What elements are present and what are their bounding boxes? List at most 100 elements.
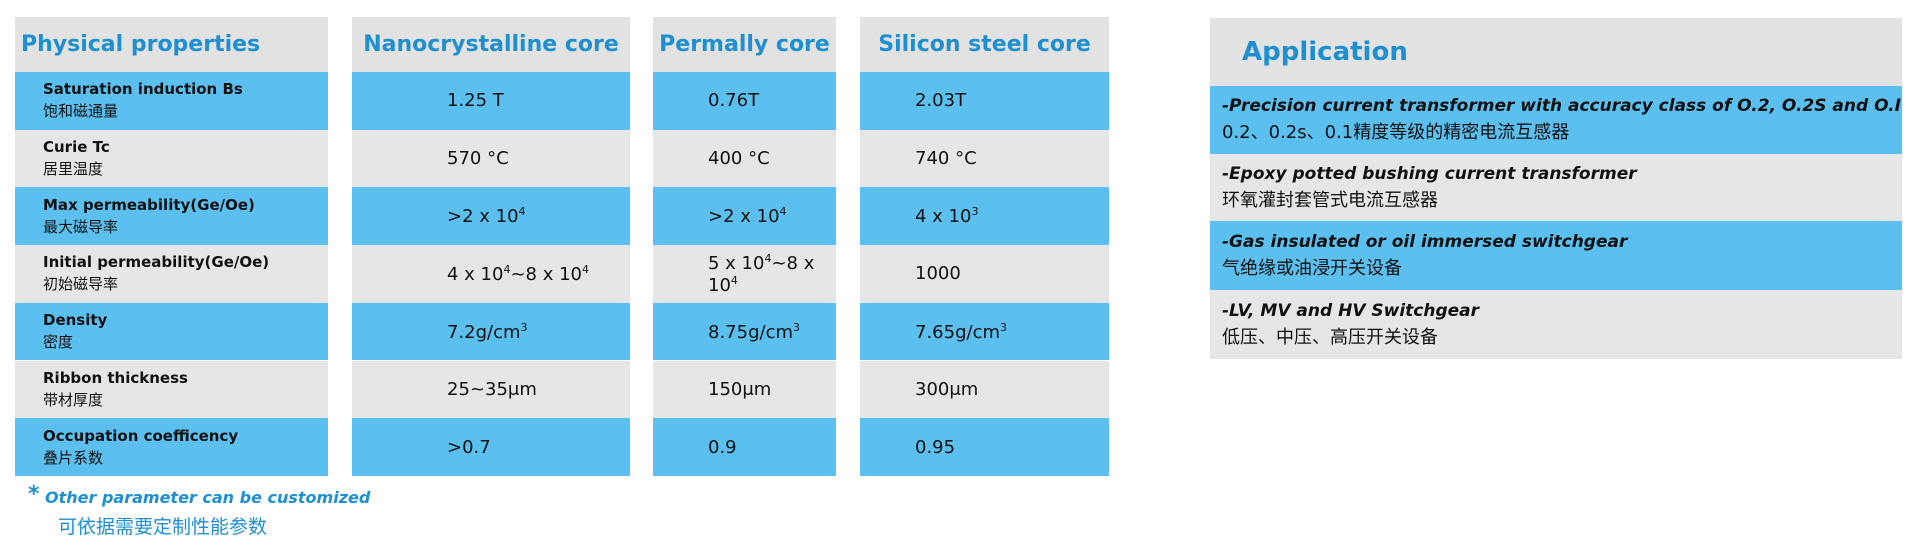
value-text: >0.7: [447, 437, 491, 458]
item-en: -Gas insulated or oil immersed switchgea…: [1222, 231, 1628, 252]
value-text: 0.76T: [708, 90, 759, 111]
superscript: 4: [779, 205, 787, 219]
value-cell: 150μm: [653, 360, 836, 419]
superscript: 4: [730, 273, 738, 287]
value-part: 0.76T: [708, 90, 760, 112]
value-part: 300μm: [915, 378, 979, 400]
superscript: 4: [503, 262, 511, 276]
value-part: 1000: [915, 263, 961, 285]
value-cell: 7.65g/cm3: [860, 302, 1109, 361]
value-cell: 570 °C: [352, 129, 630, 188]
value-part: 4 x 10: [447, 263, 504, 285]
value-text: 4 x 104~8 x 104: [447, 263, 589, 285]
value-part: 7.65g/cm: [915, 321, 1000, 343]
row-label: Density 密度: [15, 302, 328, 361]
value-text: 8.75g/cm3: [708, 321, 800, 343]
value-text: 300μm: [915, 379, 978, 400]
row-label: Saturation induction Bs 饱和磁通量: [15, 72, 328, 130]
label-en: Curie Tc: [43, 138, 110, 157]
value-cell: 8.75g/cm3: [653, 302, 836, 361]
superscript: 4: [764, 251, 772, 265]
value-text: 7.65g/cm3: [915, 321, 1007, 343]
value-part: >0.7: [447, 436, 491, 458]
value-text: 1.25 T: [447, 90, 504, 111]
footnote-mark: *: [28, 482, 40, 507]
value-cell: >2 x 104: [653, 187, 836, 246]
label-en: Density: [43, 311, 108, 330]
value-text: 150μm: [708, 379, 771, 400]
item-en: -Epoxy potted bushing current transforme…: [1222, 163, 1637, 184]
column-header: Silicon steel core: [860, 17, 1109, 72]
label-zh: 饱和磁通量: [43, 102, 119, 121]
value-part: ~8 x 10: [708, 252, 815, 296]
value-text: 570 °C: [447, 148, 509, 169]
value-cell: 7.2g/cm3: [352, 302, 630, 361]
value-text: 1000: [915, 263, 961, 284]
superscript: 3: [971, 205, 979, 219]
value-text: 400 °C: [708, 148, 770, 169]
column-header: Physical properties: [15, 17, 328, 72]
superscript: 3: [793, 320, 800, 334]
label-en: Initial permeability(Ge/Oe): [43, 253, 270, 272]
item-en: -Precision current transformer with accu…: [1222, 96, 1901, 116]
value-part: 150μm: [708, 378, 772, 400]
label-en: Max permeability(Ge/Oe): [43, 195, 255, 214]
value-text: >2 x 104: [447, 205, 526, 227]
value-text: 4 x 103: [915, 205, 978, 227]
application-title: Application: [1210, 18, 1902, 86]
value-cell: 300μm: [860, 360, 1109, 419]
value-cell: 4 x 103: [860, 187, 1109, 246]
label-zh: 叠片系数: [43, 448, 104, 467]
value-part: 4 x 10: [915, 206, 972, 228]
value-part: 25~35μm: [447, 378, 537, 400]
value-cell: >2 x 104: [352, 187, 630, 246]
value-part: 8.75g/cm: [708, 321, 793, 343]
value-cell: 5 x 104~8 x 104: [653, 245, 836, 303]
value-part: 7.2g/cm: [447, 321, 521, 343]
application-item: -Gas insulated or oil immersed switchgea…: [1210, 221, 1902, 290]
value-cell: 0.76T: [653, 72, 836, 130]
superscript: 4: [582, 262, 589, 276]
value-part: >2 x 10: [447, 206, 519, 228]
value-text: 5 x 104~8 x 104: [708, 252, 836, 296]
value-text: 0.9: [708, 437, 737, 458]
superscript: 3: [1000, 320, 1007, 334]
value-part: 570 °C: [447, 148, 509, 170]
value-text: 7.2g/cm3: [447, 321, 528, 343]
value-text: >2 x 104: [708, 205, 787, 227]
value-cell: 25~35μm: [352, 360, 630, 419]
label-en: Ribbon thickness: [43, 368, 188, 387]
label-en: Saturation induction Bs: [43, 80, 243, 99]
value-cell: 1000: [860, 245, 1109, 303]
row-label: Max permeability(Ge/Oe) 最大磁导率: [15, 187, 328, 246]
value-part: 0.95: [915, 436, 956, 458]
item-zh: 0.2、0.2s、0.1精度等级的精密电流互感器: [1222, 122, 1570, 143]
value-cell: 0.95: [860, 418, 1109, 476]
row-label: Curie Tc 居里温度: [15, 129, 328, 188]
column-header: Permally core: [653, 17, 836, 72]
value-part: >2 x 10: [708, 206, 780, 228]
value-part: 2.03T: [915, 90, 967, 112]
superscript: 4: [518, 205, 526, 219]
value-cell: 2.03T: [860, 72, 1109, 130]
value-text: 740 °C: [915, 148, 977, 169]
value-cell: 740 °C: [860, 129, 1109, 188]
label-zh: 初始磁导率: [43, 275, 119, 294]
value-part: 400 °C: [708, 148, 770, 170]
label-zh: 最大磁导率: [43, 217, 119, 236]
application-item: -Epoxy potted bushing current transforme…: [1210, 154, 1902, 221]
item-en: -LV, MV and HV Switchgear: [1222, 300, 1480, 321]
value-text: 0.95: [915, 437, 955, 458]
value-cell: 1.25 T: [352, 72, 630, 130]
value-part: 740 °C: [915, 148, 977, 170]
value-part: 5 x 10: [708, 252, 765, 274]
value-cell: 0.9: [653, 418, 836, 476]
application-item: -LV, MV and HV Switchgear 低压、中压、高压开关设备: [1210, 290, 1902, 359]
value-cell: 400 °C: [653, 129, 836, 188]
application-item: -Precision current transformer with accu…: [1210, 86, 1902, 154]
value-cell: 4 x 104~8 x 104: [352, 245, 630, 303]
item-zh: 气绝缘或油浸开关设备: [1222, 257, 1402, 279]
label-zh: 居里温度: [43, 160, 104, 179]
label-zh: 带材厚度: [43, 390, 104, 409]
